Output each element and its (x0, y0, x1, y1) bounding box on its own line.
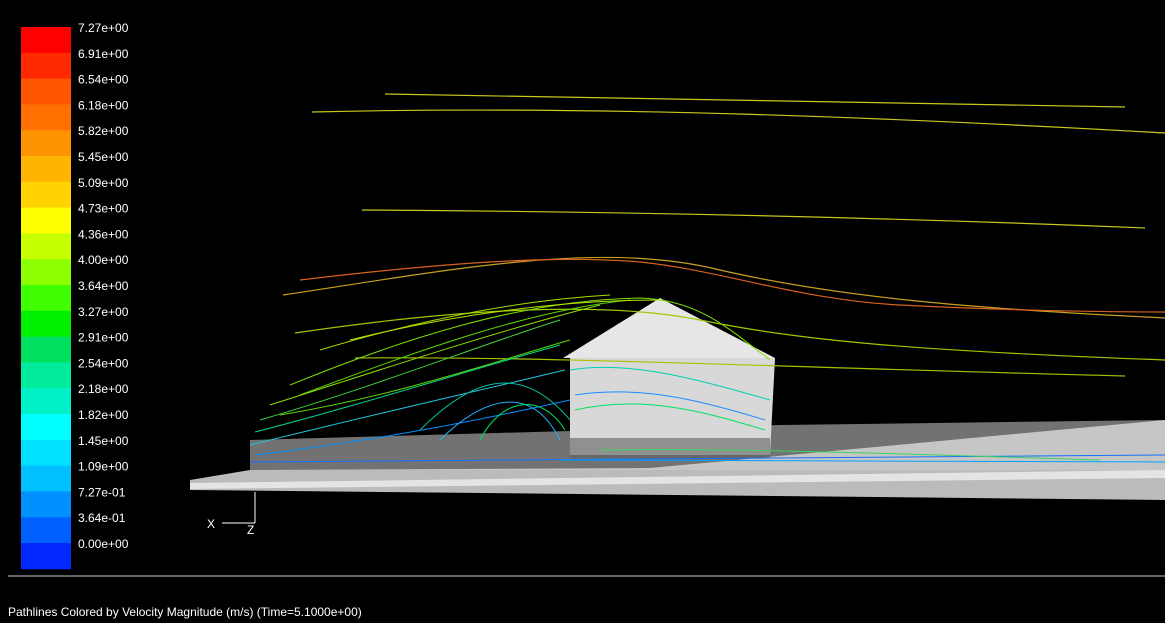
pathline-bundle (249, 294, 1165, 463)
colorbar-swatch (21, 388, 71, 415)
colorbar-label: 6.54e+00 (78, 73, 129, 87)
colorbar-swatch (21, 517, 71, 544)
colorbar-swatch (21, 336, 71, 363)
colorbar-label: 4.36e+00 (78, 227, 129, 241)
colorbar-label: 2.18e+00 (78, 382, 129, 396)
colorbar-swatch (21, 362, 71, 389)
colorbar-swatch (21, 130, 71, 157)
axis-x-label: X (207, 517, 215, 531)
plot-caption: Pathlines Colored by Velocity Magnitude … (8, 605, 362, 619)
colorbar-label: 0.00e+00 (78, 537, 129, 551)
colorbar-swatch (21, 233, 71, 260)
building-base (570, 438, 770, 458)
colorbar-swatch (21, 52, 71, 80)
colorbar-swatch (21, 156, 71, 183)
colorbar-swatch (21, 465, 71, 492)
colorbar-label: 2.54e+00 (78, 356, 129, 370)
axes-triad: X Z (207, 492, 256, 537)
velocity-colorbar: 7.27e+00 6.91e+00 6.54e+00 6.18e+00 5.82e+00… (21, 21, 129, 570)
colorbar-swatch (21, 543, 71, 570)
colorbar-label: 3.27e+00 (78, 305, 129, 319)
colorbar-swatch (21, 78, 71, 105)
pathline (299, 258, 1165, 313)
building-wall (570, 358, 775, 455)
colorbar-swatch (21, 285, 71, 312)
pathline (282, 256, 1165, 319)
building-roof (563, 298, 775, 358)
colorbar-swatch (21, 310, 71, 338)
axis-z-label: Z (247, 523, 254, 537)
colorbar-label: 6.91e+00 (78, 47, 129, 61)
pathline (361, 209, 1146, 229)
colorbar-swatch (21, 207, 71, 234)
colorbar-label: 6.18e+00 (78, 98, 129, 112)
colorbar-label: 4.73e+00 (78, 202, 129, 216)
colorbar-label: 3.64e-01 (78, 511, 126, 525)
colorbar-swatch (21, 181, 71, 209)
pathline (294, 308, 1165, 361)
colorbar-swatch (21, 104, 71, 131)
colorbar-label: 1.82e+00 (78, 408, 129, 422)
pathline (354, 357, 1126, 377)
colorbar-swatch (21, 414, 71, 441)
colorbar-swatch (21, 491, 71, 518)
colorbar-label: 4.00e+00 (78, 253, 129, 267)
ground-plane-edge (190, 470, 1165, 489)
colorbar-label: 1.09e+00 (78, 460, 129, 474)
pathline (311, 109, 1165, 134)
colorbar-swatch (21, 259, 71, 286)
colorbar-swatch (21, 439, 71, 467)
pathline (384, 93, 1126, 108)
colorbar-swatch (21, 27, 71, 54)
colorbar-label: 3.64e+00 (78, 279, 129, 293)
colorbar-label: 5.45e+00 (78, 150, 129, 164)
colorbar-label: 5.09e+00 (78, 176, 129, 190)
colorbar-label: 7.27e+00 (78, 21, 129, 35)
colorbar-label: 1.45e+00 (78, 434, 129, 448)
colorbar-label: 2.91e+00 (78, 331, 129, 345)
colorbar-label: 5.82e+00 (78, 124, 129, 138)
colorbar-label: 7.27e-01 (78, 485, 126, 499)
